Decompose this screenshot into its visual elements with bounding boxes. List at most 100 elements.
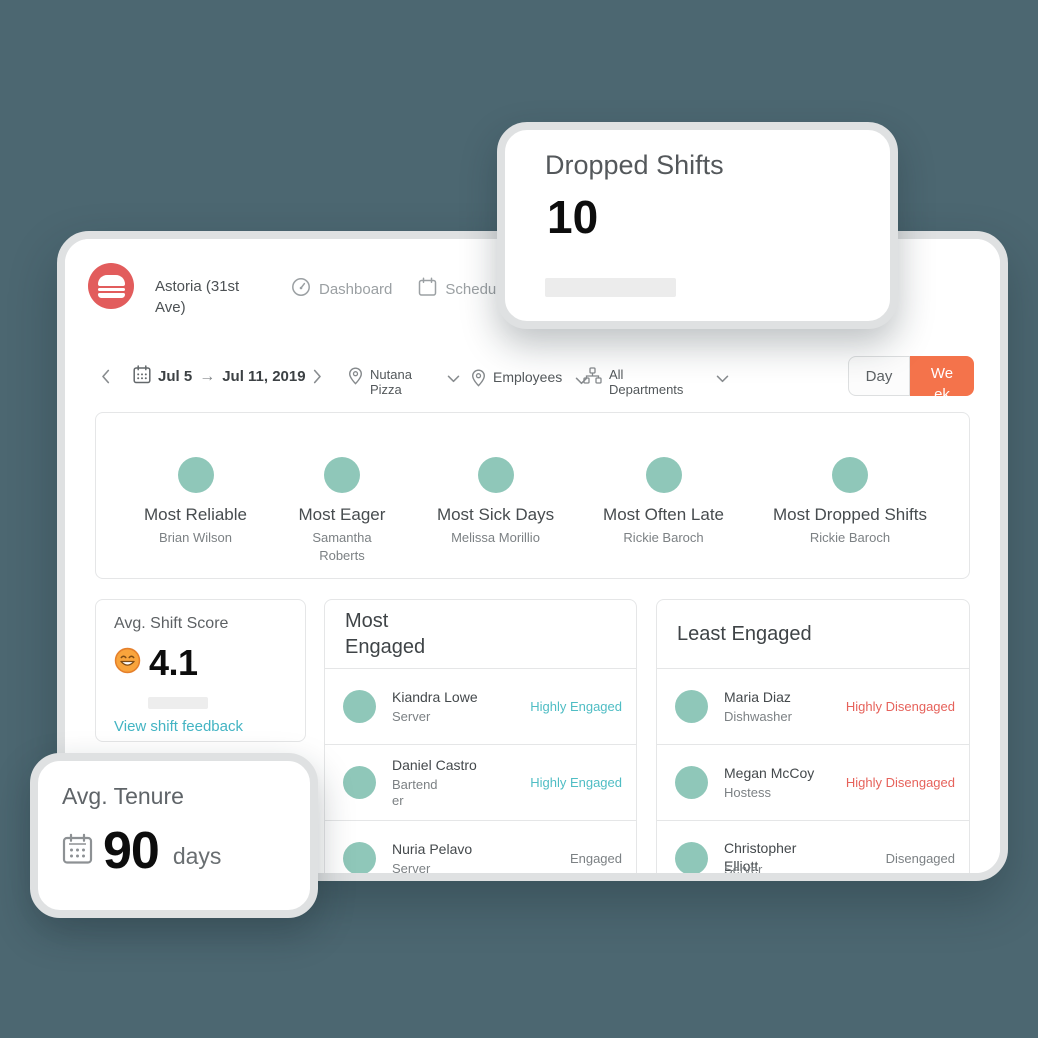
- date-range-picker[interactable]: Jul 5 → Jul 11, 2019: [133, 365, 306, 388]
- performer-name: Melissa Morillio: [451, 530, 540, 545]
- list-item: Daniel Castro Bartender Highly Engaged: [325, 744, 636, 820]
- avatar: [675, 690, 708, 723]
- employee-name: Megan McCoy: [724, 765, 815, 781]
- employee-role: Hostess: [724, 785, 771, 800]
- nav-label: Dashboard: [319, 280, 393, 298]
- employees-filter-dropdown[interactable]: Employees: [471, 369, 588, 390]
- smiley-emoji-icon: [114, 647, 141, 679]
- toggle-option-day[interactable]: Day: [848, 356, 910, 396]
- employee-role: Server: [392, 861, 431, 873]
- engagement-status: Highly Engaged: [530, 775, 622, 790]
- next-week-button[interactable]: [313, 369, 322, 389]
- location-name: Astoria (31st Ave): [155, 278, 240, 316]
- list-item: Maria Diaz Dishwasher Highly Disengaged: [657, 668, 969, 744]
- performer-most-eager: Most Eager Samantha Roberts: [296, 457, 388, 578]
- view-shift-feedback-link[interactable]: View shift feedback: [114, 718, 243, 735]
- prev-week-button[interactable]: [101, 369, 110, 389]
- list-item: Christopher Elliott Server Disengaged: [657, 820, 969, 873]
- performer-name: Samantha Roberts: [312, 530, 372, 563]
- departments-filter-value: All Departments: [609, 367, 684, 397]
- avatar: [477, 457, 514, 493]
- chevron-down-icon: [716, 370, 729, 388]
- map-pin-icon: [471, 369, 486, 390]
- performer-most-reliable: Most Reliable Brian Wilson: [144, 457, 247, 578]
- top-performers-card: Most Reliable Brian Wilson Most Eager Sa…: [95, 412, 970, 579]
- calendar-icon: [418, 277, 437, 301]
- engagement-status: Highly Disengaged: [845, 699, 955, 714]
- most-engaged-card: Most Engaged Kiandra Lowe Server Highly …: [324, 599, 637, 873]
- employee-name: Christopher Elliott: [724, 840, 797, 873]
- engagement-status: Disengaged: [885, 851, 955, 866]
- employee-role: Dishwasher: [724, 709, 792, 724]
- card-title: Avg. Tenure: [62, 783, 184, 809]
- performer-name: Rickie Baroch: [623, 530, 704, 545]
- location-filter-value: Nutana Pizza: [370, 367, 412, 397]
- main-nav: Dashboard Schedules: [291, 277, 515, 301]
- performer-label: Most Often Late: [603, 505, 724, 524]
- performer-most-dropped-shifts: Most Dropped Shifts Rickie Baroch: [773, 457, 927, 578]
- gauge-icon: [291, 277, 311, 301]
- avg-tenure-unit: days: [172, 842, 222, 869]
- redacted-bar: [148, 697, 208, 709]
- performer-label: Most Dropped Shifts: [772, 505, 927, 524]
- employee-name: Maria Diaz: [724, 689, 791, 705]
- org-chart-icon: [583, 367, 602, 389]
- employees-filter-value: Employees: [493, 369, 563, 385]
- performer-label: Most Sick Days: [436, 505, 555, 524]
- redacted-bar: [545, 278, 676, 297]
- performer-name: Rickie Baroch: [809, 530, 891, 545]
- avatar: [675, 766, 708, 799]
- employee-role: Server: [392, 709, 431, 724]
- performer-name: Brian Wilson: [159, 530, 232, 545]
- chevron-down-icon: [575, 372, 588, 388]
- avg-shift-score-card: Avg. Shift Score 4.1 View shift feedback: [95, 599, 306, 742]
- employee-role: Server: [724, 862, 763, 873]
- avg-tenure-value: 90: [103, 822, 160, 880]
- arrow-right-icon: →: [199, 367, 216, 385]
- view-toggle: Day Week: [848, 356, 974, 396]
- engagement-status: Engaged: [569, 851, 622, 866]
- date-end: Jul 11, 2019: [222, 368, 306, 385]
- employee-name: Daniel Castro: [392, 757, 477, 773]
- employee-name: Kiandra Lowe: [392, 689, 478, 705]
- burger-icon: [97, 274, 125, 286]
- avatar: [831, 457, 868, 493]
- shift-score-value: 4.1: [149, 642, 198, 683]
- map-pin-icon: [348, 367, 363, 390]
- avatar: [343, 842, 376, 873]
- employee-name: Nuria Pelavo: [392, 841, 473, 857]
- performer-most-often-late: Most Often Late Rickie Baroch: [603, 457, 724, 578]
- engagement-status: Highly Disengaged: [845, 775, 955, 790]
- dropped-shifts-value: 10: [547, 191, 599, 243]
- employee-role: Bartender: [392, 777, 438, 808]
- chevron-down-icon: [447, 370, 460, 388]
- avatar: [343, 690, 376, 723]
- card-title: Dropped Shifts: [545, 150, 724, 180]
- performer-label: Most Eager: [298, 505, 386, 524]
- avatar: [645, 457, 682, 493]
- engagement-status: Highly Engaged: [530, 699, 622, 714]
- calendar-icon: [62, 833, 93, 870]
- departments-filter-dropdown[interactable]: All Departments: [583, 367, 729, 397]
- avatar: [343, 766, 376, 799]
- avatar: [675, 842, 708, 873]
- calendar-icon: [133, 365, 151, 388]
- list-item: Kiandra Lowe Server Highly Engaged: [325, 668, 636, 744]
- location-filter-dropdown[interactable]: Nutana Pizza: [348, 367, 460, 397]
- dropped-shifts-card: Dropped Shifts 10: [497, 122, 898, 329]
- performer-label: Most Reliable: [144, 505, 247, 524]
- avg-tenure-card: Avg. Tenure 90 days: [30, 753, 318, 918]
- avatar: [177, 457, 214, 493]
- brand-logo[interactable]: [88, 263, 134, 309]
- toggle-option-week[interactable]: Week: [910, 356, 974, 396]
- performer-most-sick-days: Most Sick Days Melissa Morillio: [437, 457, 554, 578]
- avatar: [323, 457, 360, 493]
- card-title: Most Engaged: [345, 610, 426, 658]
- card-title: Least Engaged: [677, 623, 812, 645]
- card-title: Avg. Shift Score: [114, 615, 229, 632]
- least-engaged-card: Least Engaged Maria Diaz Dishwasher High…: [656, 599, 970, 873]
- list-item: Megan McCoy Hostess Highly Disengaged: [657, 744, 969, 820]
- list-item: Nuria Pelavo Server Engaged: [325, 820, 636, 873]
- date-start: Jul 5: [158, 368, 193, 385]
- nav-item-dashboard[interactable]: Dashboard: [291, 277, 392, 301]
